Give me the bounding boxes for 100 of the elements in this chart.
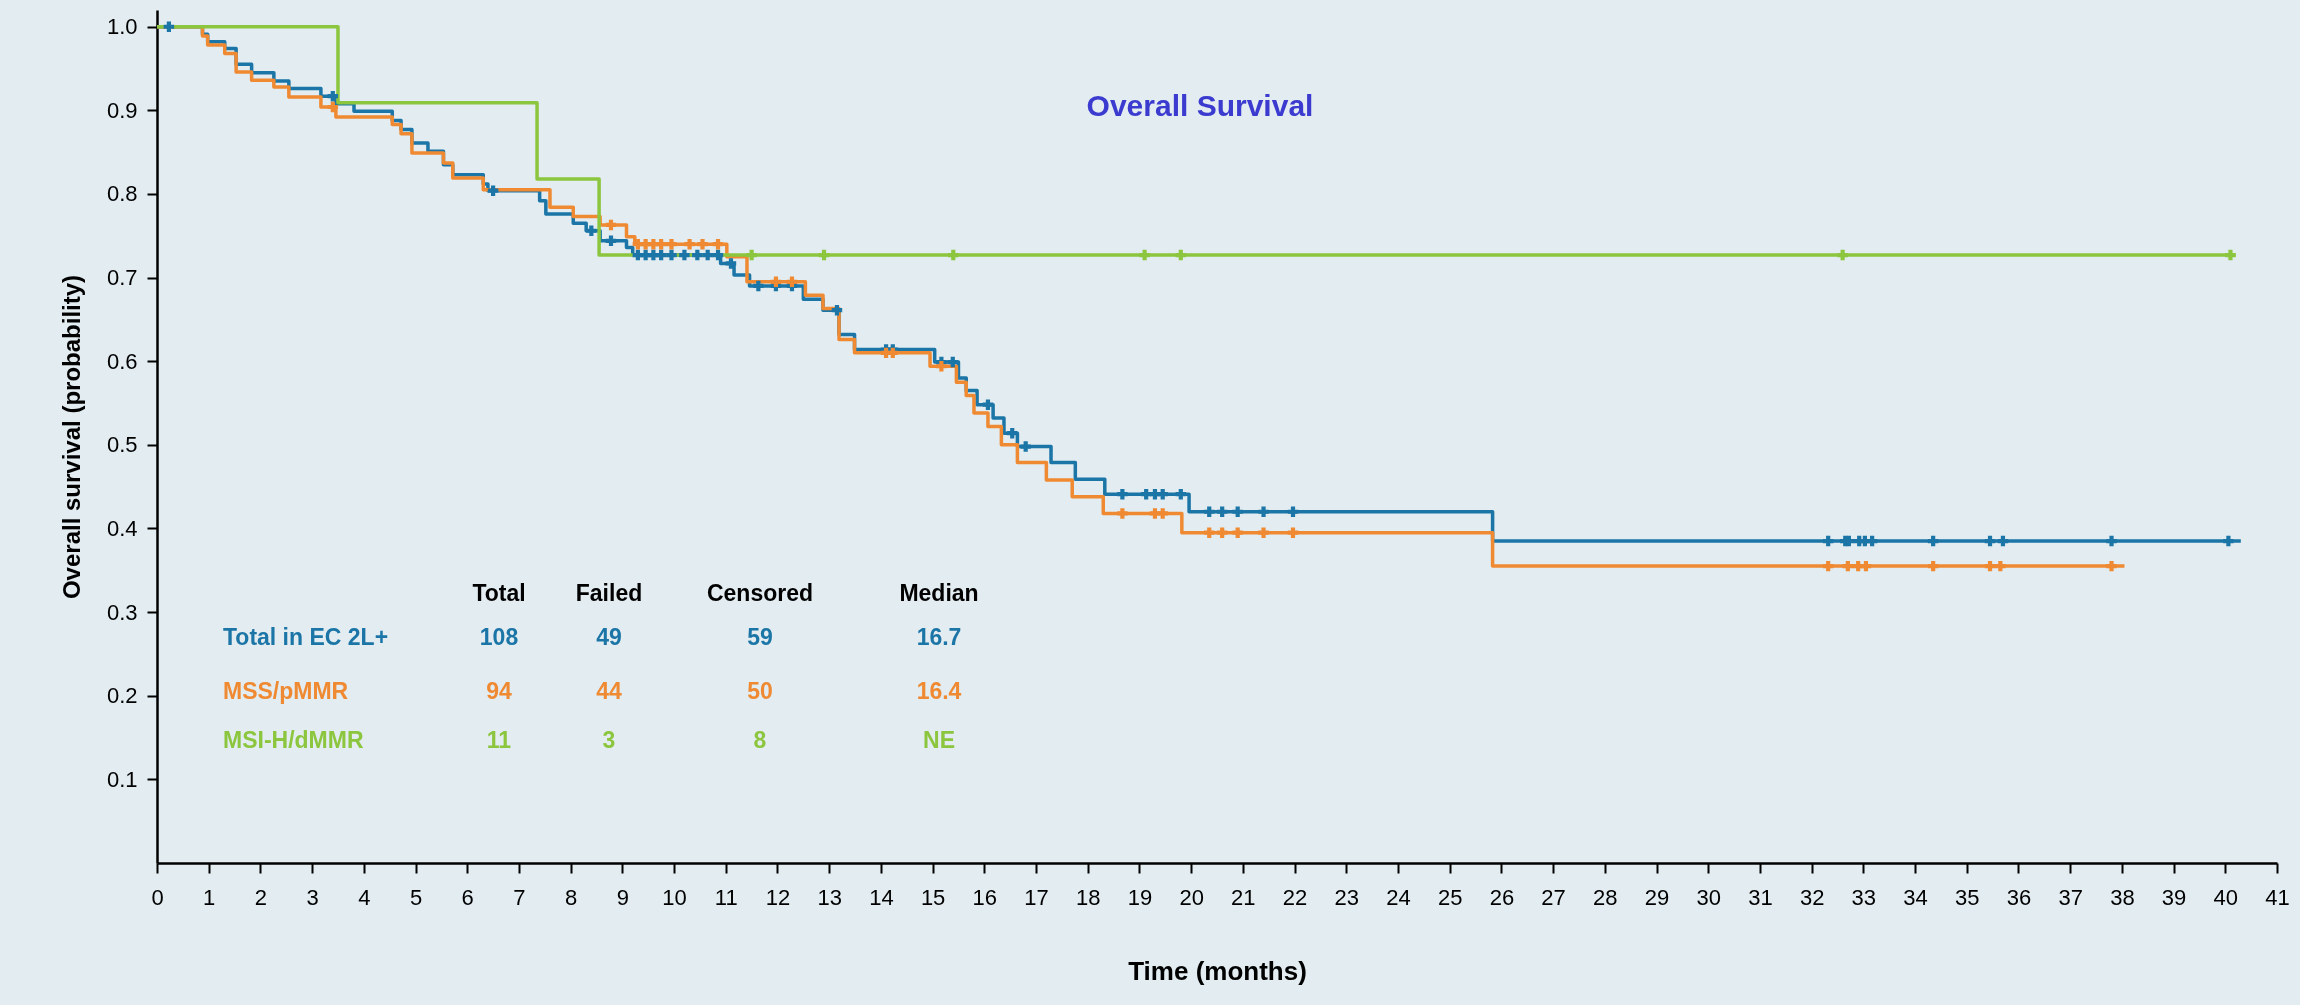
point bbox=[2106, 535, 2117, 547]
point bbox=[1842, 560, 1854, 572]
x-tick-label: 11 bbox=[714, 884, 738, 910]
point bbox=[1984, 560, 1996, 572]
text: MSS/pMMR bbox=[223, 678, 349, 704]
point bbox=[1258, 527, 1269, 538]
y-tick-label: 0.5 bbox=[106, 432, 138, 458]
x-tick-label: 32 bbox=[1799, 884, 1825, 910]
point bbox=[1204, 506, 1215, 518]
y-tick-label: 0.9 bbox=[106, 97, 138, 123]
y-tick-label: 0.6 bbox=[106, 348, 138, 374]
point bbox=[702, 249, 713, 261]
point bbox=[1860, 560, 1872, 572]
annotation: NE bbox=[923, 727, 955, 753]
y-tick-label: 0.7 bbox=[106, 265, 138, 291]
point bbox=[327, 90, 339, 102]
point bbox=[831, 304, 843, 316]
annotation: Failed bbox=[575, 580, 643, 606]
x-tick-label: 5 bbox=[409, 884, 423, 910]
x-tick-label: 2 bbox=[254, 884, 268, 910]
annotation: Total bbox=[472, 580, 526, 606]
x-tick-label: 25 bbox=[1437, 884, 1463, 910]
y-tick-label: 0.2 bbox=[106, 683, 138, 709]
x-tick-label: 38 bbox=[2110, 884, 2135, 910]
point bbox=[2106, 560, 2117, 572]
point bbox=[1927, 535, 1939, 547]
point bbox=[655, 249, 667, 261]
annotation: 8 bbox=[753, 727, 767, 753]
point bbox=[1157, 488, 1168, 500]
x-tick-label: 12 bbox=[765, 884, 791, 910]
annotation: Censored bbox=[706, 580, 814, 606]
point bbox=[1216, 527, 1228, 538]
point bbox=[818, 249, 830, 261]
point bbox=[655, 238, 667, 250]
annotation: 16.4 bbox=[916, 678, 962, 704]
x-tick-label: 15 bbox=[920, 884, 946, 910]
annotation: 11 bbox=[486, 727, 512, 753]
point bbox=[1232, 527, 1243, 538]
x-tick-label: 23 bbox=[1334, 884, 1360, 910]
point bbox=[1822, 535, 1834, 547]
x-tick-label: 35 bbox=[1955, 884, 1980, 910]
point bbox=[1984, 535, 1996, 547]
point bbox=[1287, 506, 1299, 518]
y-tick-label: 0.1 bbox=[106, 766, 138, 792]
y-tick-label: 0.4 bbox=[106, 515, 138, 541]
annotation: 49 bbox=[596, 624, 622, 650]
x-tick-label: 39 bbox=[2161, 884, 2187, 910]
x-tick-label: 6 bbox=[461, 884, 474, 910]
x-tick-label: 22 bbox=[1282, 884, 1308, 910]
x-tick-label: 7 bbox=[513, 884, 526, 910]
point bbox=[684, 238, 695, 250]
x-tick-label: 3 bbox=[306, 884, 319, 910]
x-tick-label: 34 bbox=[1903, 884, 1928, 910]
x-tick-label: 13 bbox=[817, 884, 842, 910]
x-tick-label: 36 bbox=[2006, 884, 2032, 910]
point bbox=[2223, 535, 2234, 547]
annotation: 16.7 bbox=[916, 624, 962, 650]
point bbox=[1157, 508, 1168, 519]
x-tick-label: 9 bbox=[616, 884, 629, 910]
point bbox=[725, 258, 737, 269]
point bbox=[697, 238, 708, 250]
point bbox=[1927, 560, 1939, 572]
point bbox=[327, 101, 339, 113]
point bbox=[1995, 560, 2006, 572]
x-tick-label: 29 bbox=[1644, 884, 1670, 910]
point bbox=[1232, 506, 1243, 518]
point bbox=[786, 276, 798, 288]
x-tick-label: 20 bbox=[1179, 884, 1204, 910]
x-tick-label: 8 bbox=[565, 884, 578, 910]
point bbox=[1139, 249, 1150, 261]
annotation: 3 bbox=[602, 727, 616, 753]
y-axis-title: Overall survival (probability) bbox=[57, 274, 85, 600]
x-tick-label: 17 bbox=[1024, 884, 1049, 910]
x-tick-label: 4 bbox=[358, 884, 371, 910]
point bbox=[1997, 535, 2009, 547]
x-tick-label: 31 bbox=[1748, 884, 1773, 910]
point bbox=[1175, 249, 1187, 261]
point bbox=[947, 356, 959, 368]
point bbox=[487, 185, 499, 196]
x-tick-label: 16 bbox=[972, 884, 998, 910]
point bbox=[666, 238, 677, 250]
annotation: 59 bbox=[747, 624, 773, 650]
x-tick-label: 37 bbox=[2058, 884, 2083, 910]
point bbox=[982, 399, 994, 410]
x-tick-label: 40 bbox=[2213, 884, 2239, 910]
point bbox=[1258, 506, 1269, 518]
point bbox=[679, 249, 690, 261]
annotation: 50 bbox=[747, 678, 773, 704]
x-tick-label: 41 bbox=[2265, 884, 2290, 910]
point bbox=[1837, 249, 1848, 261]
point bbox=[1117, 508, 1128, 519]
x-tick-label: 26 bbox=[1489, 884, 1515, 910]
point bbox=[605, 219, 617, 231]
point bbox=[1204, 527, 1215, 538]
x-tick-label: 28 bbox=[1593, 884, 1618, 910]
x-tick-label: 19 bbox=[1127, 884, 1153, 910]
point bbox=[712, 238, 724, 250]
annotation: Median bbox=[899, 580, 979, 606]
point bbox=[1175, 488, 1187, 500]
y-tick-label: 0.3 bbox=[106, 599, 138, 625]
